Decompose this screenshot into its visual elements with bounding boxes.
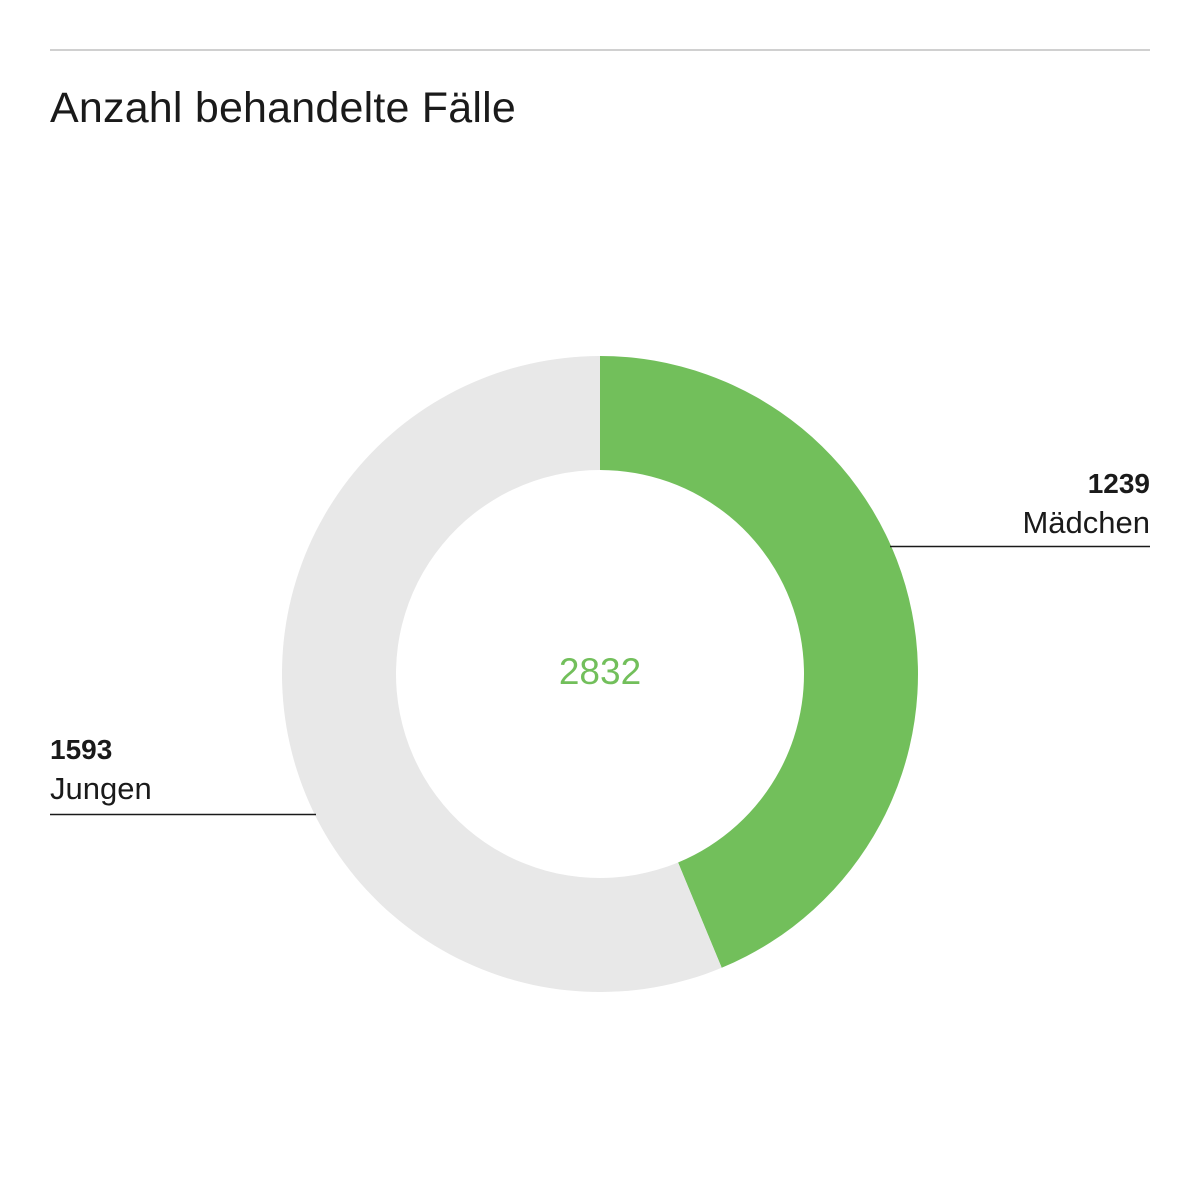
center-total-label: 2832 [559,651,641,692]
donut-slice-jungen [281,356,722,993]
donut-slice-maedchen [600,356,918,968]
donut-slices [281,356,918,993]
slice-name-label-maedchen: Mädchen [1022,505,1150,540]
slice-name-label-jungen: Jungen [50,771,152,806]
top-divider [50,49,1150,51]
chart-title: Anzahl behandelte Fälle [50,84,516,132]
slice-value-label-jungen: 1593 [50,734,112,765]
slice-value-label-maedchen: 1239 [1088,468,1150,499]
